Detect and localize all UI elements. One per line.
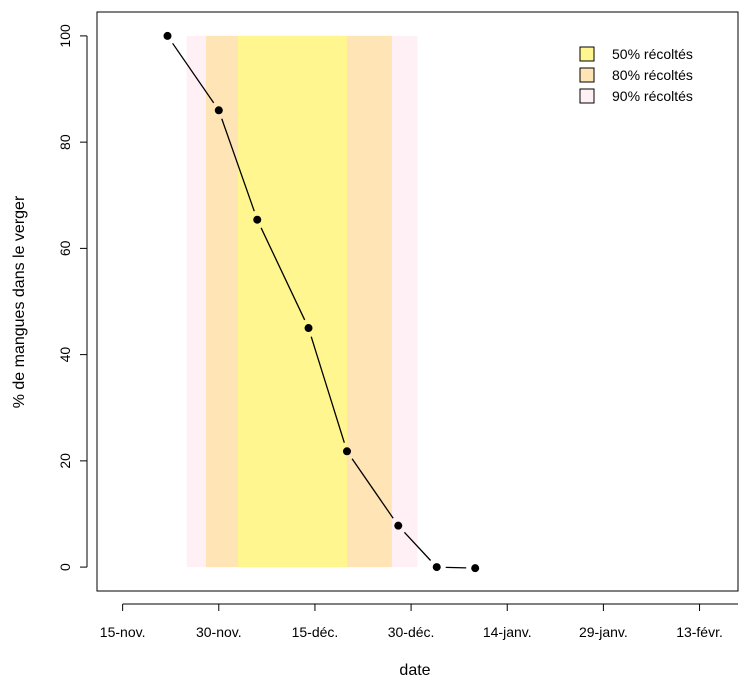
- plot-frame: [96, 11, 739, 592]
- data-point-2: [253, 215, 262, 224]
- series-segment-6: [445, 566, 467, 569]
- y-tick-label-4: 80: [57, 134, 73, 150]
- y-axis-label: % de mangues dans le verger: [11, 195, 28, 408]
- y-tick-label-5: 100: [57, 24, 73, 48]
- data-point-1: [214, 106, 223, 115]
- legend-label-1: 80% récoltés: [612, 67, 693, 83]
- series-line: [172, 42, 467, 569]
- y-axis: 0 20 40 60 80 100: [57, 24, 88, 571]
- data-point-6: [432, 563, 441, 572]
- x-tick-label-1: 30-nov.: [196, 624, 242, 640]
- x-axis: 15-nov. 30-nov. 15-déc. 30-déc. 14-janv. 29-j…: [100, 603, 738, 640]
- data-point-4: [342, 447, 351, 456]
- legend: 50% récoltés 80% récoltés 90% récoltés: [579, 46, 693, 104]
- x-tick-label-5: 29-janv.: [579, 624, 628, 640]
- legend-label-0: 50% récoltés: [612, 46, 693, 62]
- y-tick-label-0: 0: [57, 563, 73, 571]
- x-axis-label: date: [399, 662, 430, 679]
- legend-swatch-2: [579, 88, 595, 104]
- legend-swatch-1: [579, 67, 595, 83]
- legend-swatch-0: [579, 46, 595, 62]
- series-segment-3: [310, 336, 345, 443]
- x-tick-label-4: 14-janv.: [483, 624, 532, 640]
- harvest-band-2: [238, 35, 347, 568]
- series-segment-0: [172, 42, 215, 104]
- data-point-5: [394, 521, 403, 530]
- x-tick-label-6: 13-févr.: [676, 624, 723, 640]
- series-segment-1: [221, 118, 255, 212]
- harvest-bands: [186, 35, 418, 568]
- series-segment-2: [260, 227, 306, 321]
- y-tick-label-1: 20: [57, 453, 73, 469]
- data-point-7: [471, 564, 480, 573]
- data-point-3: [304, 324, 313, 333]
- y-tick-label-2: 40: [57, 347, 73, 363]
- x-tick-label-0: 15-nov.: [100, 624, 146, 640]
- series-segment-4: [351, 458, 394, 519]
- x-tick-label-3: 30-déc.: [388, 624, 435, 640]
- y-tick-label-3: 60: [57, 240, 73, 256]
- series-points: [163, 31, 480, 573]
- x-tick-label-2: 15-déc.: [292, 624, 339, 640]
- data-point-0: [163, 31, 172, 40]
- legend-label-2: 90% récoltés: [612, 88, 693, 104]
- series-segment-5: [403, 531, 432, 561]
